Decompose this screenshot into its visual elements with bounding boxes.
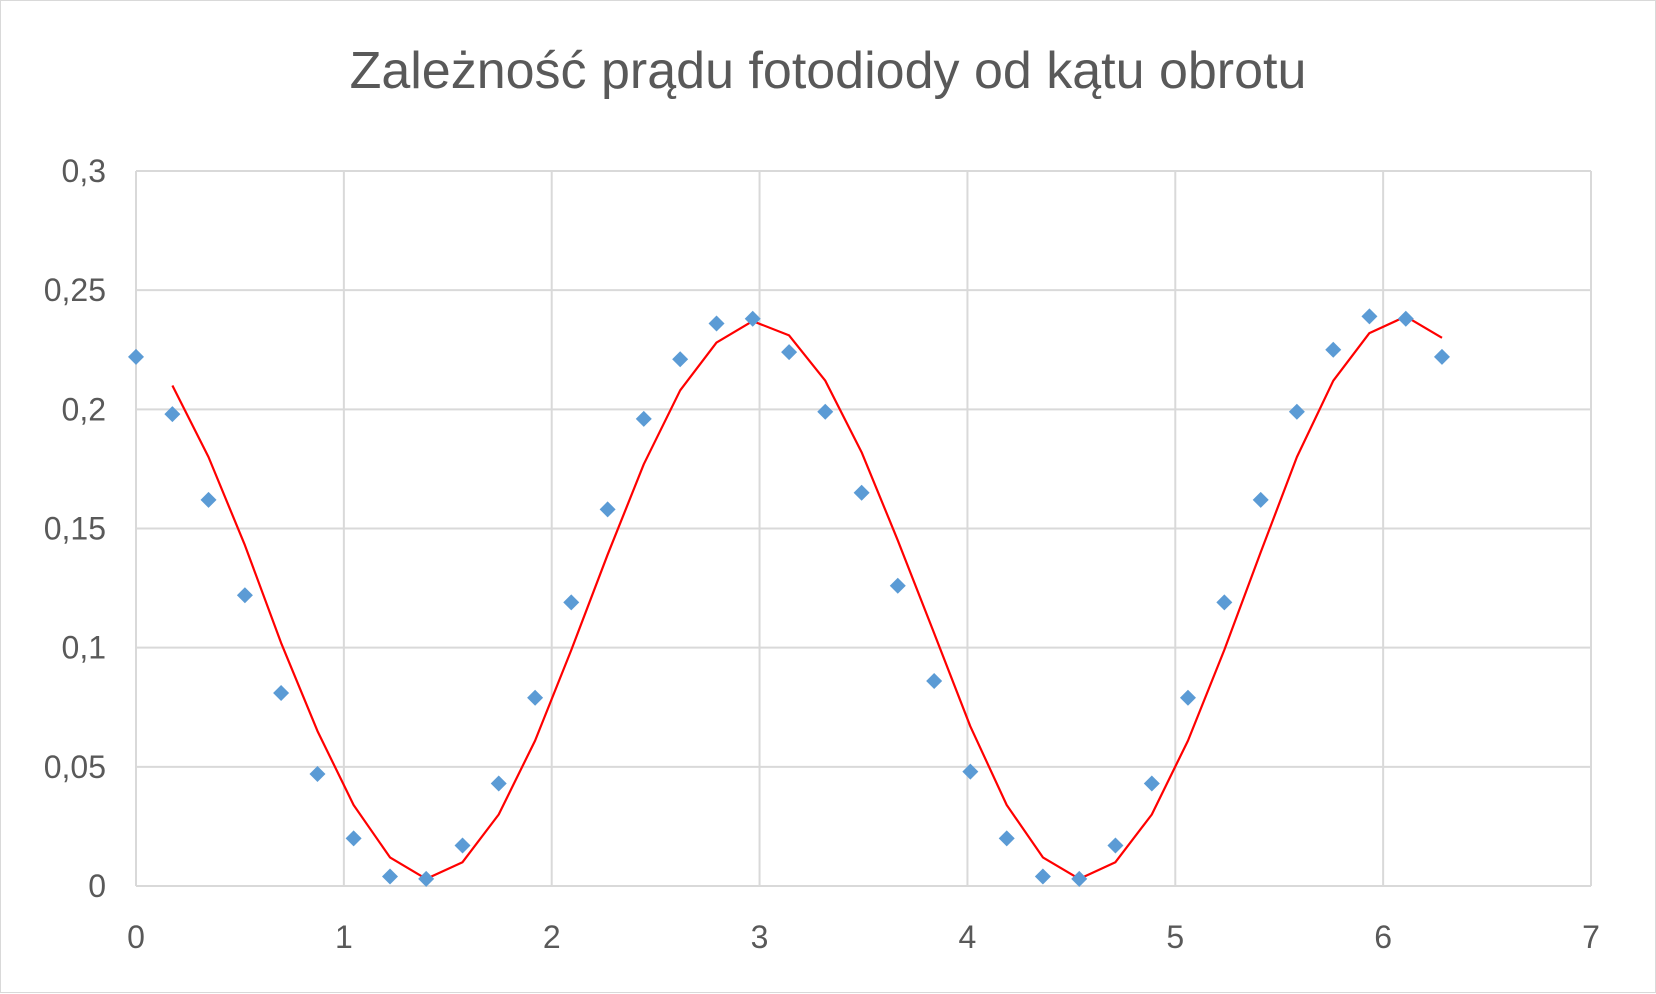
gridlines (135, 170, 1592, 887)
data-point (817, 403, 834, 420)
chart-title: Zależność prądu fotodiody od kątu obrotu (349, 42, 1307, 100)
data-point (345, 830, 362, 847)
data-point (1252, 491, 1269, 508)
data-point (527, 689, 544, 706)
data-point (599, 501, 616, 518)
data-point (781, 344, 798, 361)
data-point (1325, 341, 1342, 358)
y-tick-label: 0,15 (44, 511, 106, 547)
x-tick-label: 7 (1582, 919, 1600, 955)
data-point (1288, 403, 1305, 420)
data-point (1216, 594, 1233, 611)
data-point (962, 763, 979, 780)
y-tick-label: 0 (88, 868, 106, 904)
data-point (563, 594, 580, 611)
data-point (128, 348, 144, 365)
data-point (1107, 837, 1124, 854)
data-point (418, 870, 435, 887)
x-tick-label: 0 (127, 919, 145, 955)
data-point (273, 684, 290, 701)
data-point (1034, 868, 1051, 885)
x-tick-label: 6 (1374, 919, 1392, 955)
data-point (708, 315, 725, 332)
y-tick-label: 0,2 (62, 391, 106, 427)
data-point (490, 775, 507, 792)
data-point (853, 484, 870, 501)
data-point (1071, 870, 1088, 887)
data-point (1361, 308, 1378, 325)
data-point (236, 587, 253, 604)
data-point (200, 491, 217, 508)
x-tick-label: 1 (335, 919, 353, 955)
data-point (1397, 310, 1414, 327)
y-tick-label: 0,1 (62, 630, 106, 666)
x-tick-label: 2 (543, 919, 561, 955)
data-point (382, 868, 399, 885)
measurement-series (128, 308, 1450, 887)
data-point (672, 351, 689, 368)
data-point (1433, 348, 1450, 365)
x-axis-tick-labels: 0 1 2 3 4 5 6 7 (127, 919, 1600, 955)
data-point (744, 310, 761, 327)
data-point (926, 673, 943, 690)
y-tick-label: 0,25 (44, 272, 106, 308)
data-point (635, 410, 652, 427)
data-point (1179, 689, 1196, 706)
y-tick-label: 0,05 (44, 749, 106, 785)
data-point (164, 406, 181, 423)
x-tick-label: 3 (751, 919, 769, 955)
x-tick-label: 4 (959, 919, 977, 955)
fit-line (171, 315, 1443, 881)
x-tick-label: 5 (1166, 919, 1184, 955)
y-tick-label: 0,3 (62, 153, 106, 189)
y-axis-tick-labels: 0 0,05 0,1 0,15 0,2 0,25 0,3 (44, 153, 106, 904)
data-point (889, 577, 906, 594)
data-point (454, 837, 471, 854)
data-point (309, 765, 326, 782)
data-point (998, 830, 1015, 847)
fit-line-series (171, 315, 1443, 881)
data-point (1143, 775, 1160, 792)
